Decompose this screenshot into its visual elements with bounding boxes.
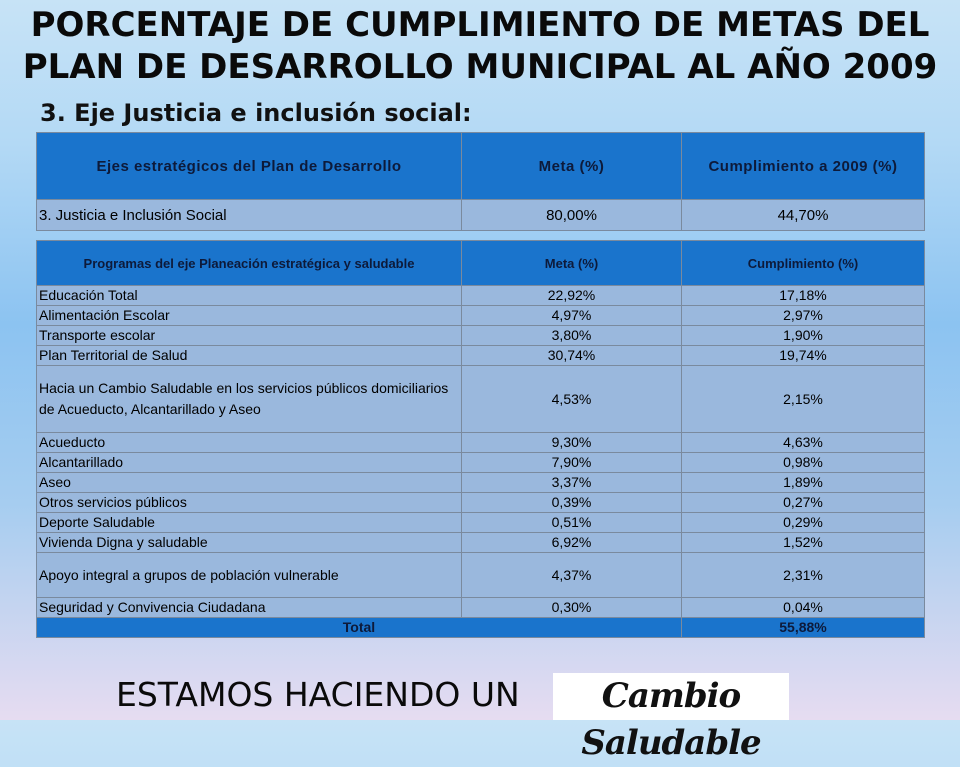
program-cumplimiento: 1,90%: [681, 325, 925, 346]
summary-meta: 80,00%: [461, 199, 682, 231]
header-ejes: Ejes estratégicos del Plan de Desarrollo: [36, 132, 462, 200]
summary-cumplimiento: 44,70%: [681, 199, 925, 231]
program-cumplimiento: 17,18%: [681, 285, 925, 306]
program-meta: 3,37%: [461, 472, 682, 493]
total-row: Total 55,88%: [36, 617, 925, 638]
program-cumplimiento: 4,63%: [681, 432, 925, 453]
program-name: Seguridad y Convivencia Ciudadana: [36, 597, 462, 618]
table-row: Deporte Saludable 0,51% 0,29%: [36, 512, 925, 533]
header-meta: Meta (%): [461, 240, 682, 286]
program-cumplimiento: 0,98%: [681, 452, 925, 473]
program-cumplimiento: 0,04%: [681, 597, 925, 618]
program-cumplimiento: 1,89%: [681, 472, 925, 493]
program-cumplimiento: 19,74%: [681, 345, 925, 366]
total-value: 55,88%: [681, 617, 925, 638]
program-cumplimiento: 2,97%: [681, 305, 925, 326]
program-name: Acueducto: [36, 432, 462, 453]
program-name: Alimentación Escolar: [36, 305, 462, 326]
header-cumplimiento: Cumplimiento a 2009 (%): [681, 132, 925, 200]
header-programas: Programas del eje Planeación estratégica…: [36, 240, 462, 286]
program-name: Hacia un Cambio Saludable en los servici…: [36, 365, 462, 433]
program-cumplimiento: 2,31%: [681, 552, 925, 598]
page-title: PORCENTAJE DE CUMPLIMIENTO DE METAS DEL …: [0, 4, 960, 88]
table-row: Alimentación Escolar 4,97% 2,97%: [36, 305, 925, 326]
program-meta: 6,92%: [461, 532, 682, 553]
summary-row: 3. Justicia e Inclusión Social 80,00% 44…: [36, 199, 925, 231]
section-subtitle: 3. Eje Justicia e inclusión social:: [40, 99, 472, 127]
cambio-saludable-logo: Cambio Saludable: [553, 673, 789, 763]
program-meta: 0,30%: [461, 597, 682, 618]
program-cumplimiento: 0,27%: [681, 492, 925, 513]
program-name: Deporte Saludable: [36, 512, 462, 533]
program-meta: 4,53%: [461, 365, 682, 433]
table-row: Acueducto 9,30% 4,63%: [36, 432, 925, 453]
program-name: Transporte escolar: [36, 325, 462, 346]
total-label: Total: [36, 617, 682, 638]
table-row: Otros servicios públicos 0,39% 0,27%: [36, 492, 925, 513]
program-meta: 9,30%: [461, 432, 682, 453]
header-meta: Meta (%): [461, 132, 682, 200]
header-cumplimiento: Cumplimiento (%): [681, 240, 925, 286]
programs-table: Programas del eje Planeación estratégica…: [36, 240, 925, 638]
table-row: Vivienda Digna y saludable 6,92% 1,52%: [36, 532, 925, 553]
footer-slogan: ESTAMOS HACIENDO UN: [116, 675, 520, 714]
table-row: Educación Total 22,92% 17,18%: [36, 285, 925, 306]
program-name: Aseo: [36, 472, 462, 493]
table-row: Hacia un Cambio Saludable en los servici…: [36, 365, 925, 433]
program-meta: 0,39%: [461, 492, 682, 513]
table-row: Aseo 3,37% 1,89%: [36, 472, 925, 493]
program-name: Vivienda Digna y saludable: [36, 532, 462, 553]
title-line-1: PORCENTAJE DE CUMPLIMIENTO DE METAS DEL: [30, 5, 930, 45]
table-row: Apoyo integral a grupos de población vul…: [36, 552, 925, 598]
program-meta: 4,97%: [461, 305, 682, 326]
program-meta: 30,74%: [461, 345, 682, 366]
program-meta: 7,90%: [461, 452, 682, 473]
table-row: Seguridad y Convivencia Ciudadana 0,30% 0,…: [36, 597, 925, 618]
program-meta: 0,51%: [461, 512, 682, 533]
table-row: Plan Territorial de Salud 30,74% 19,74%: [36, 345, 925, 366]
program-meta: 22,92%: [461, 285, 682, 306]
summary-eje: 3. Justicia e Inclusión Social: [36, 199, 462, 231]
program-name: Alcantarillado: [36, 452, 462, 473]
program-cumplimiento: 1,52%: [681, 532, 925, 553]
program-name: Plan Territorial de Salud: [36, 345, 462, 366]
programs-header-row: Programas del eje Planeación estratégica…: [36, 240, 925, 286]
program-meta: 3,80%: [461, 325, 682, 346]
table-row: Transporte escolar 3,80% 1,90%: [36, 325, 925, 346]
program-name: Educación Total: [36, 285, 462, 306]
program-name: Otros servicios públicos: [36, 492, 462, 513]
program-meta: 4,37%: [461, 552, 682, 598]
summary-header-row: Ejes estratégicos del Plan de Desarrollo…: [36, 132, 925, 200]
program-name: Apoyo integral a grupos de población vul…: [36, 552, 462, 598]
table-row: Alcantarillado 7,90% 0,98%: [36, 452, 925, 473]
title-line-2: PLAN DE DESARROLLO MUNICIPAL AL AÑO 2009: [22, 47, 938, 87]
program-cumplimiento: 0,29%: [681, 512, 925, 533]
program-cumplimiento: 2,15%: [681, 365, 925, 433]
summary-table: Ejes estratégicos del Plan de Desarrollo…: [36, 132, 925, 231]
